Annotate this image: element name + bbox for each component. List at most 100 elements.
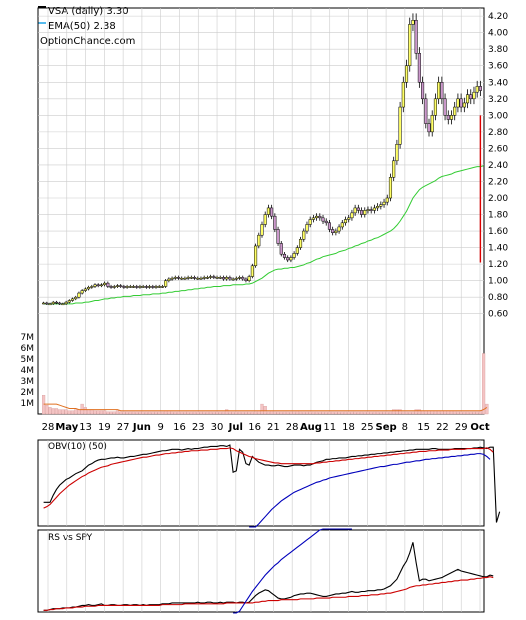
legend-swatch-price bbox=[38, 6, 46, 8]
candle-body bbox=[379, 204, 383, 207]
candle-body bbox=[228, 277, 232, 280]
candle-body bbox=[167, 278, 171, 281]
candle-body bbox=[286, 257, 290, 261]
candle-body bbox=[417, 53, 421, 83]
y-tick-label: 2.40 bbox=[488, 161, 508, 171]
candle-body bbox=[250, 265, 254, 277]
y-tick-label: 2.80 bbox=[488, 128, 508, 138]
candle-body bbox=[128, 286, 132, 288]
candle-body bbox=[282, 253, 287, 258]
candle-body bbox=[311, 217, 315, 220]
volume-bar bbox=[186, 411, 190, 415]
volume-bar bbox=[176, 411, 181, 415]
candle-body bbox=[298, 239, 303, 248]
price-panel-frame bbox=[37, 7, 485, 415]
x-tick-label: 16 bbox=[173, 422, 186, 433]
x-tick-label: 13 bbox=[79, 422, 92, 433]
volume-bar bbox=[74, 409, 78, 415]
rs-series-line-2 bbox=[233, 528, 352, 614]
candle-body bbox=[360, 210, 364, 215]
candle-body bbox=[459, 98, 463, 108]
candle-body bbox=[199, 277, 203, 280]
volume-bar bbox=[244, 411, 248, 415]
volume-bar bbox=[292, 411, 296, 415]
volume-bar bbox=[115, 410, 120, 415]
volume-bar bbox=[138, 411, 142, 415]
volume-bar bbox=[382, 411, 386, 415]
volume-bar bbox=[199, 411, 203, 415]
volume-bar bbox=[147, 411, 152, 415]
candle-body bbox=[135, 286, 139, 288]
volume-bar bbox=[212, 411, 216, 415]
candle-body bbox=[398, 106, 402, 145]
rs-legend: RS vs SPY bbox=[48, 533, 93, 543]
volume-bar bbox=[465, 411, 470, 415]
volume-bar bbox=[51, 408, 55, 415]
candle-body bbox=[112, 286, 116, 288]
candle-body bbox=[83, 288, 87, 291]
candle-body bbox=[58, 302, 62, 305]
y-tick-label: 3.00 bbox=[488, 111, 508, 121]
candle-body bbox=[61, 303, 65, 306]
candle-body bbox=[270, 207, 274, 217]
candle-body bbox=[170, 277, 174, 280]
candle-body bbox=[160, 286, 164, 288]
candle-body bbox=[305, 224, 309, 232]
volume-bar bbox=[350, 411, 354, 415]
y-tick-label: 3.20 bbox=[488, 95, 508, 105]
candle-body bbox=[103, 282, 107, 286]
volume-bar bbox=[61, 409, 65, 415]
volume-bar bbox=[253, 411, 258, 415]
x-tick-label: May bbox=[55, 422, 78, 433]
volume-bar bbox=[260, 403, 264, 415]
candle-body bbox=[131, 286, 136, 288]
volume-bar bbox=[417, 409, 421, 415]
obv-series-line-2 bbox=[249, 453, 491, 528]
candle-body bbox=[115, 285, 120, 287]
x-tick-label: Jun bbox=[132, 422, 151, 433]
candle-body bbox=[144, 286, 148, 288]
y-tick-label: 1.40 bbox=[488, 244, 508, 254]
candle-body bbox=[54, 301, 59, 304]
candle-body bbox=[215, 277, 219, 279]
legend-label-ema: EMA(50) 2.38 bbox=[48, 21, 116, 32]
candle-body bbox=[295, 247, 299, 254]
candle-body bbox=[340, 222, 344, 228]
candle-body bbox=[324, 220, 328, 224]
candle-body bbox=[478, 86, 482, 91]
candle-body bbox=[369, 209, 373, 211]
candle-body bbox=[363, 210, 367, 215]
volume-bar bbox=[459, 411, 463, 415]
volume-bar bbox=[234, 411, 238, 415]
candle-body bbox=[366, 209, 370, 211]
candle-body bbox=[109, 286, 113, 288]
candle-body bbox=[87, 287, 91, 290]
volume-bar bbox=[58, 409, 62, 415]
ema50-line bbox=[43, 165, 484, 305]
candle-body bbox=[212, 276, 216, 278]
candle-body bbox=[221, 277, 226, 280]
y-tick-label: 1.80 bbox=[488, 211, 508, 221]
volume-bar bbox=[456, 411, 460, 415]
volume-bar bbox=[462, 411, 466, 415]
volume-y-tick-label: 4M bbox=[21, 366, 35, 376]
volume-bar bbox=[205, 411, 210, 415]
y-tick-label: 2.20 bbox=[488, 177, 508, 187]
candle-body bbox=[141, 286, 145, 288]
volume-bar bbox=[45, 405, 49, 415]
candle-body bbox=[388, 177, 393, 199]
x-tick-label: 23 bbox=[192, 422, 205, 433]
volume-bar bbox=[324, 411, 328, 415]
volume-bar bbox=[311, 411, 315, 415]
volume-bar bbox=[273, 411, 277, 415]
obv-series-line-1 bbox=[43, 447, 494, 509]
volume-y-tick-label: 1M bbox=[21, 399, 35, 409]
volume-bar bbox=[128, 411, 132, 415]
y-tick-label: 0.60 bbox=[488, 310, 508, 320]
candle-body bbox=[469, 94, 473, 100]
candle-body bbox=[209, 276, 213, 278]
volume-bar bbox=[385, 411, 389, 415]
volume-bar bbox=[103, 410, 107, 415]
volume-bar bbox=[93, 410, 97, 415]
candle-body bbox=[453, 106, 457, 116]
